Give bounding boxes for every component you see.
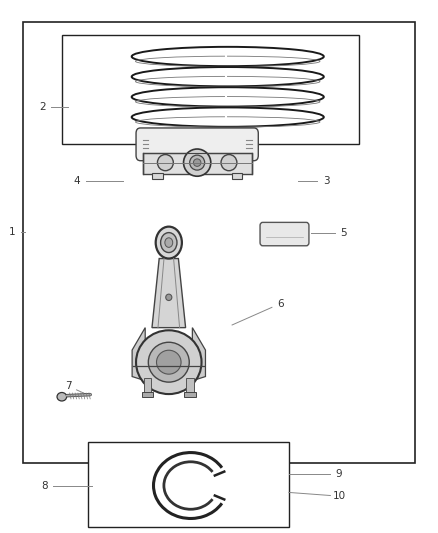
Bar: [144, 378, 152, 395]
Polygon shape: [192, 328, 205, 381]
Polygon shape: [132, 328, 145, 381]
Text: 6: 6: [277, 298, 283, 309]
Ellipse shape: [184, 149, 211, 176]
Text: 2: 2: [39, 102, 46, 112]
FancyBboxPatch shape: [136, 128, 258, 161]
Ellipse shape: [148, 342, 189, 382]
Ellipse shape: [166, 294, 172, 301]
Ellipse shape: [161, 232, 177, 253]
FancyBboxPatch shape: [260, 222, 309, 246]
Bar: [184, 392, 196, 397]
Text: 7: 7: [65, 381, 72, 391]
Bar: [22, 22, 416, 463]
Text: 5: 5: [340, 228, 347, 238]
Bar: [186, 378, 194, 395]
Bar: [62, 35, 359, 144]
Text: 4: 4: [74, 176, 81, 187]
Bar: [232, 173, 242, 179]
Ellipse shape: [157, 155, 173, 171]
Ellipse shape: [190, 155, 205, 170]
Bar: [143, 154, 252, 174]
Ellipse shape: [156, 350, 181, 374]
Text: 10: 10: [332, 491, 346, 501]
Bar: [152, 173, 162, 179]
Ellipse shape: [194, 159, 201, 166]
Ellipse shape: [221, 155, 237, 171]
Bar: [88, 442, 289, 527]
Ellipse shape: [165, 238, 173, 247]
Polygon shape: [152, 259, 186, 328]
Ellipse shape: [57, 392, 67, 401]
Text: 3: 3: [323, 176, 329, 187]
Ellipse shape: [136, 330, 201, 394]
Text: 9: 9: [336, 469, 343, 479]
Ellipse shape: [155, 227, 182, 259]
Bar: [142, 392, 153, 397]
Text: 1: 1: [9, 227, 15, 237]
Text: 8: 8: [41, 481, 48, 490]
